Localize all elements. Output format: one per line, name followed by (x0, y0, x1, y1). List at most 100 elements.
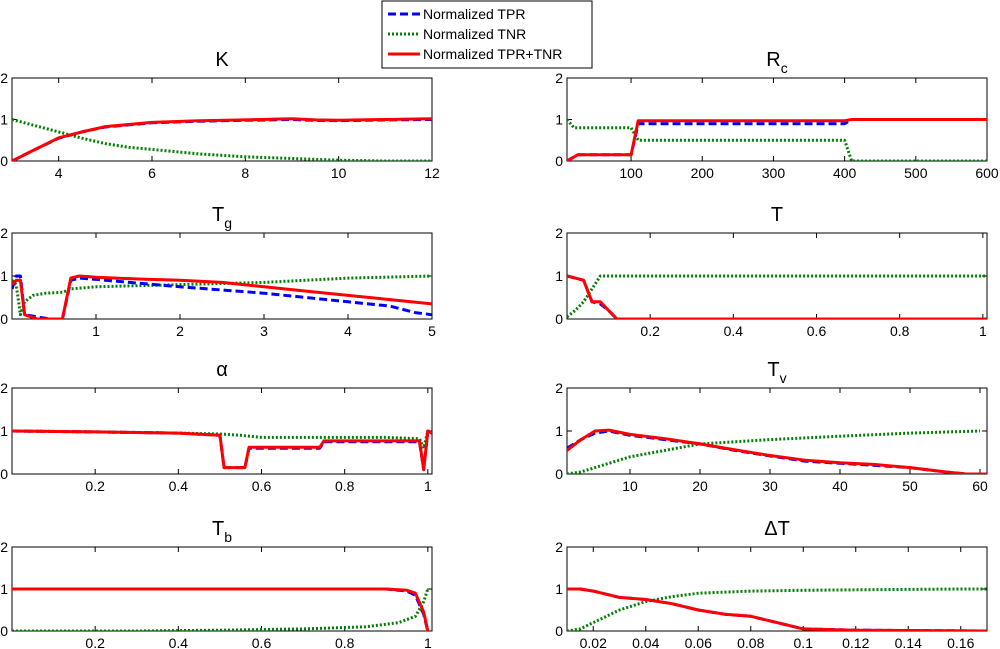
series-line-normalized-tnr (567, 587, 987, 631)
series-line-normalized-tpr-tnr (12, 429, 432, 472)
x-tick-label: 1 (424, 478, 432, 494)
x-tick-label: 400 (833, 165, 857, 181)
subplot-4: 0 1 2 0.2 0.4 0.6 0.8 1 T (555, 204, 988, 339)
x-tick-label: 600 (975, 165, 999, 181)
y-tick-label: 1 (0, 268, 8, 284)
x-tick-label: 60 (972, 478, 988, 494)
series-line-normalized-tnr (567, 118, 987, 161)
y-tick-label: 2 (555, 225, 563, 241)
series-line-normalized-tpr-tnr (12, 587, 430, 631)
subplot-title: Tv (767, 359, 786, 386)
x-tick-label: 0.02 (580, 635, 607, 649)
x-tick-label: 8 (241, 165, 249, 181)
x-tick-label: 0.4 (169, 635, 189, 649)
axes-box (566, 387, 988, 475)
y-tick-label: 0 (555, 153, 563, 169)
y-tick-label: 1 (555, 112, 563, 128)
series-line-normalized-tnr (12, 274, 432, 317)
x-tick-label: 1 (424, 635, 432, 649)
legend-label: Normalized TPR+TNR (423, 46, 562, 62)
x-tick-label: 6 (148, 165, 156, 181)
legend: Normalized TPR Normalized TNR Normalized T… (381, 0, 593, 69)
x-tick-label: 1 (979, 323, 987, 339)
y-tick-label: 0 (555, 466, 563, 482)
series-group (567, 587, 987, 631)
x-tick-label: 0.12 (842, 635, 869, 649)
subplot-title-subscript: b (224, 529, 232, 545)
x-tick-label: 300 (762, 165, 786, 181)
y-tick-label: 2 (0, 380, 8, 396)
series-line-normalized-tpr-tnr (567, 274, 987, 319)
x-tick-label: 0.2 (640, 323, 660, 339)
series-line-normalized-tnr (567, 274, 987, 319)
subplot-title: Tg (212, 204, 232, 231)
x-tick-label: 0.6 (252, 635, 272, 649)
series-line-normalized-tnr (567, 429, 981, 474)
x-tick-label: 0.8 (890, 323, 910, 339)
series-line-normalized-tpr-tnr (567, 118, 987, 161)
x-tick-label: 0.14 (895, 635, 922, 649)
x-tick-label: 5 (428, 323, 436, 339)
y-tick-label: 2 (555, 380, 563, 396)
subplot-2: 0 1 2 100 200 300 400 500 600 Rc (555, 49, 999, 181)
y-tick-label: 2 (555, 70, 563, 86)
y-tick-label: 2 (0, 539, 8, 555)
series-line-normalized-tpr-tnr (12, 274, 432, 319)
x-tick-label: 0.8 (335, 478, 355, 494)
x-tick-label: 10 (331, 165, 347, 181)
x-tick-label: 0.08 (737, 635, 764, 649)
subplot-8: 0 1 2 0.02 0.04 0.06 0.08 0.1 0.12 0.14 0.16 ΔT (555, 518, 988, 649)
subplot-title: K (215, 49, 229, 71)
x-tick-label: 50 (902, 478, 918, 494)
x-tick-label: 30 (762, 478, 778, 494)
subplot-title-subscript: c (781, 60, 788, 76)
x-tick-label: 2 (176, 323, 184, 339)
series-line-normalized-tpr-tnr (12, 117, 432, 161)
legend-label: Normalized TNR (423, 26, 526, 42)
subplot-3: 0 1 2 1 2 3 4 5 Tg (0, 204, 436, 339)
subplot-7: 0 1 2 0.2 0.4 0.6 0.8 1 Tb (0, 518, 433, 649)
x-tick-label: 0.16 (947, 635, 974, 649)
y-tick-label: 0 (0, 153, 8, 169)
subplot-5: 0 1 2 0.2 0.4 0.6 0.8 1 α (0, 359, 433, 494)
series-group (12, 117, 432, 161)
x-tick-label: 0.04 (632, 635, 659, 649)
x-tick-label: 100 (619, 165, 643, 181)
series-group (12, 429, 432, 472)
y-tick-label: 1 (555, 423, 563, 439)
x-tick-label: 500 (904, 165, 928, 181)
subplot-title: α (216, 359, 228, 381)
y-tick-label: 0 (0, 466, 8, 482)
series-group (12, 274, 432, 319)
y-tick-label: 0 (555, 311, 563, 327)
x-tick-label: 0.1 (794, 635, 814, 649)
x-tick-label: 200 (691, 165, 715, 181)
subplot-title: ΔT (764, 518, 790, 540)
subplot-title-subscript: v (780, 370, 787, 386)
x-tick-label: 0.2 (85, 635, 105, 649)
x-tick-label: 4 (344, 323, 352, 339)
x-tick-label: 0.4 (169, 478, 189, 494)
x-tick-label: 4 (55, 165, 63, 181)
y-tick-label: 0 (0, 623, 8, 639)
x-tick-label: 20 (692, 478, 708, 494)
subplot-6: 0 1 2 10 20 30 40 50 60 Tv (555, 359, 988, 494)
x-tick-label: 0.2 (85, 478, 105, 494)
y-tick-label: 0 (555, 623, 563, 639)
subplot-title-subscript: g (224, 215, 232, 231)
x-tick-label: 0.06 (685, 635, 712, 649)
x-tick-label: 40 (832, 478, 848, 494)
x-tick-label: 0.6 (252, 478, 272, 494)
x-tick-label: 0.6 (807, 323, 827, 339)
x-tick-label: 12 (424, 165, 440, 181)
axes-box (566, 546, 988, 632)
x-tick-label: 1 (92, 323, 100, 339)
y-tick-label: 1 (555, 268, 563, 284)
series-line-normalized-tpr-tnr (567, 428, 987, 474)
subplot-title: Rc (766, 49, 787, 76)
series-group (567, 428, 987, 474)
subplot-title: Tb (212, 518, 232, 545)
y-tick-label: 1 (0, 581, 8, 597)
x-tick-label: 0.8 (335, 635, 355, 649)
